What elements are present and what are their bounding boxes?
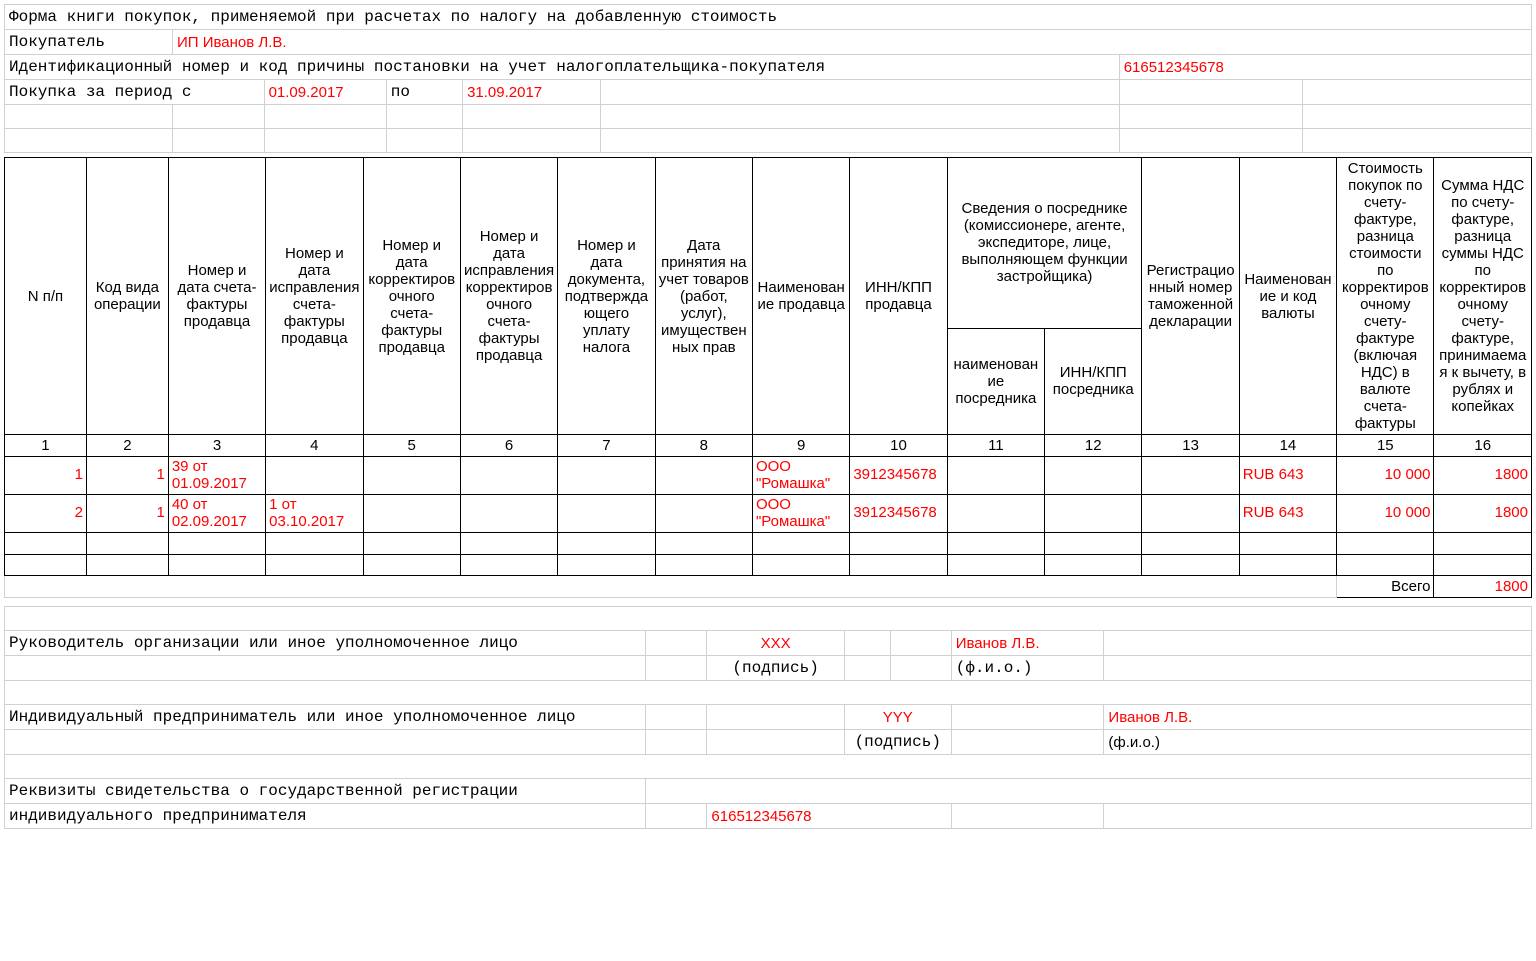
col-header-5: Номер и дата корректировочного счета-фак… [363, 158, 460, 435]
rekv-value: 616512345678 [707, 804, 951, 829]
col-header-6: Номер и дата исправления корректировочно… [460, 158, 557, 435]
table-row: 1 1 39 от 01.09.2017 ООО "Ромашка" 39123… [5, 457, 1532, 495]
col-header-7: Номер и дата документа, подтверждающего … [558, 158, 655, 435]
footer-signatures: Руководитель организации или иное уполно… [4, 606, 1532, 829]
ip-signature-label: Индивидуальный предприниматель или иное … [5, 705, 646, 730]
col-header-1: N п/п [5, 158, 87, 435]
table-row [5, 554, 1532, 576]
rekv-label-2: индивидуального предпринимателя [5, 804, 646, 829]
fio-caption: (ф.и.о.) [1104, 730, 1532, 755]
table-row: 2 1 40 от 02.09.2017 1 от 03.10.2017 ООО… [5, 495, 1532, 533]
date-to: 31.09.2017 [467, 84, 542, 101]
signature-caption: (подпись) [707, 656, 844, 681]
col-header-11: наименование посредника [947, 328, 1044, 434]
table-row [5, 533, 1532, 555]
taxpayer-id-label: Идентификационный номер и код причины по… [5, 55, 1120, 80]
col-header-16: Сумма НДС по счету-фактуре, разница сумм… [1434, 158, 1532, 435]
col-header-9: Наименование продавца [752, 158, 849, 435]
date-from: 01.09.2017 [269, 84, 344, 101]
fio-caption: (ф.и.о.) [951, 656, 1104, 681]
col-header-13: Регистрационный номер таможенной деклара… [1142, 158, 1239, 435]
col-header-12: ИНН/КПП посредника [1045, 328, 1142, 434]
signature-caption: (подпись) [844, 730, 951, 755]
total-value: 1800 [1434, 576, 1532, 598]
col-header-4: Номер и дата исправления счета-фактуры п… [266, 158, 363, 435]
col-header-14: Наименование и код валюты [1239, 158, 1336, 435]
period-label: Покупка за период с [5, 80, 265, 105]
head-fio-value: Иванов Л.В. [951, 631, 1104, 656]
head-signature-value: XXX [707, 631, 844, 656]
col-header-10: ИНН/КПП продавца [850, 158, 947, 435]
total-row: Всего 1800 [5, 576, 1532, 598]
purchase-book-table: N п/п Код вида операции Номер и дата сче… [4, 157, 1532, 598]
col-header-3: Номер и дата счета-фактуры продавца [168, 158, 265, 435]
col-header-8: Дата принятия на учет товаров (работ, ус… [655, 158, 752, 435]
ip-signature-value: YYY [844, 705, 951, 730]
column-number-row: 1 2 3 4 5 6 7 8 9 10 11 12 13 14 15 16 [5, 435, 1532, 457]
taxpayer-id-value: 616512345678 [1124, 59, 1224, 76]
col-header-11-12: Сведения о посреднике (комиссионере, аге… [947, 158, 1142, 329]
head-signature-label: Руководитель организации или иное уполно… [5, 631, 646, 656]
col-header-2: Код вида операции [86, 158, 168, 435]
ip-fio-value: Иванов Л.В. [1104, 705, 1532, 730]
col-header-15: Стоимость покупок по счету-фактуре, разн… [1337, 158, 1434, 435]
buyer-label: Покупатель [5, 30, 173, 55]
to-label: по [386, 80, 462, 105]
buyer-value: ИП Иванов Л.В. [177, 34, 287, 51]
form-title: Форма книги покупок, применяемой при рас… [5, 5, 1532, 30]
table-header-row: N п/п Код вида операции Номер и дата сче… [5, 158, 1532, 329]
header-info: Форма книги покупок, применяемой при рас… [4, 4, 1532, 153]
rekv-label-1: Реквизиты свидетельства о государственно… [5, 779, 646, 804]
total-label: Всего [1337, 576, 1434, 598]
